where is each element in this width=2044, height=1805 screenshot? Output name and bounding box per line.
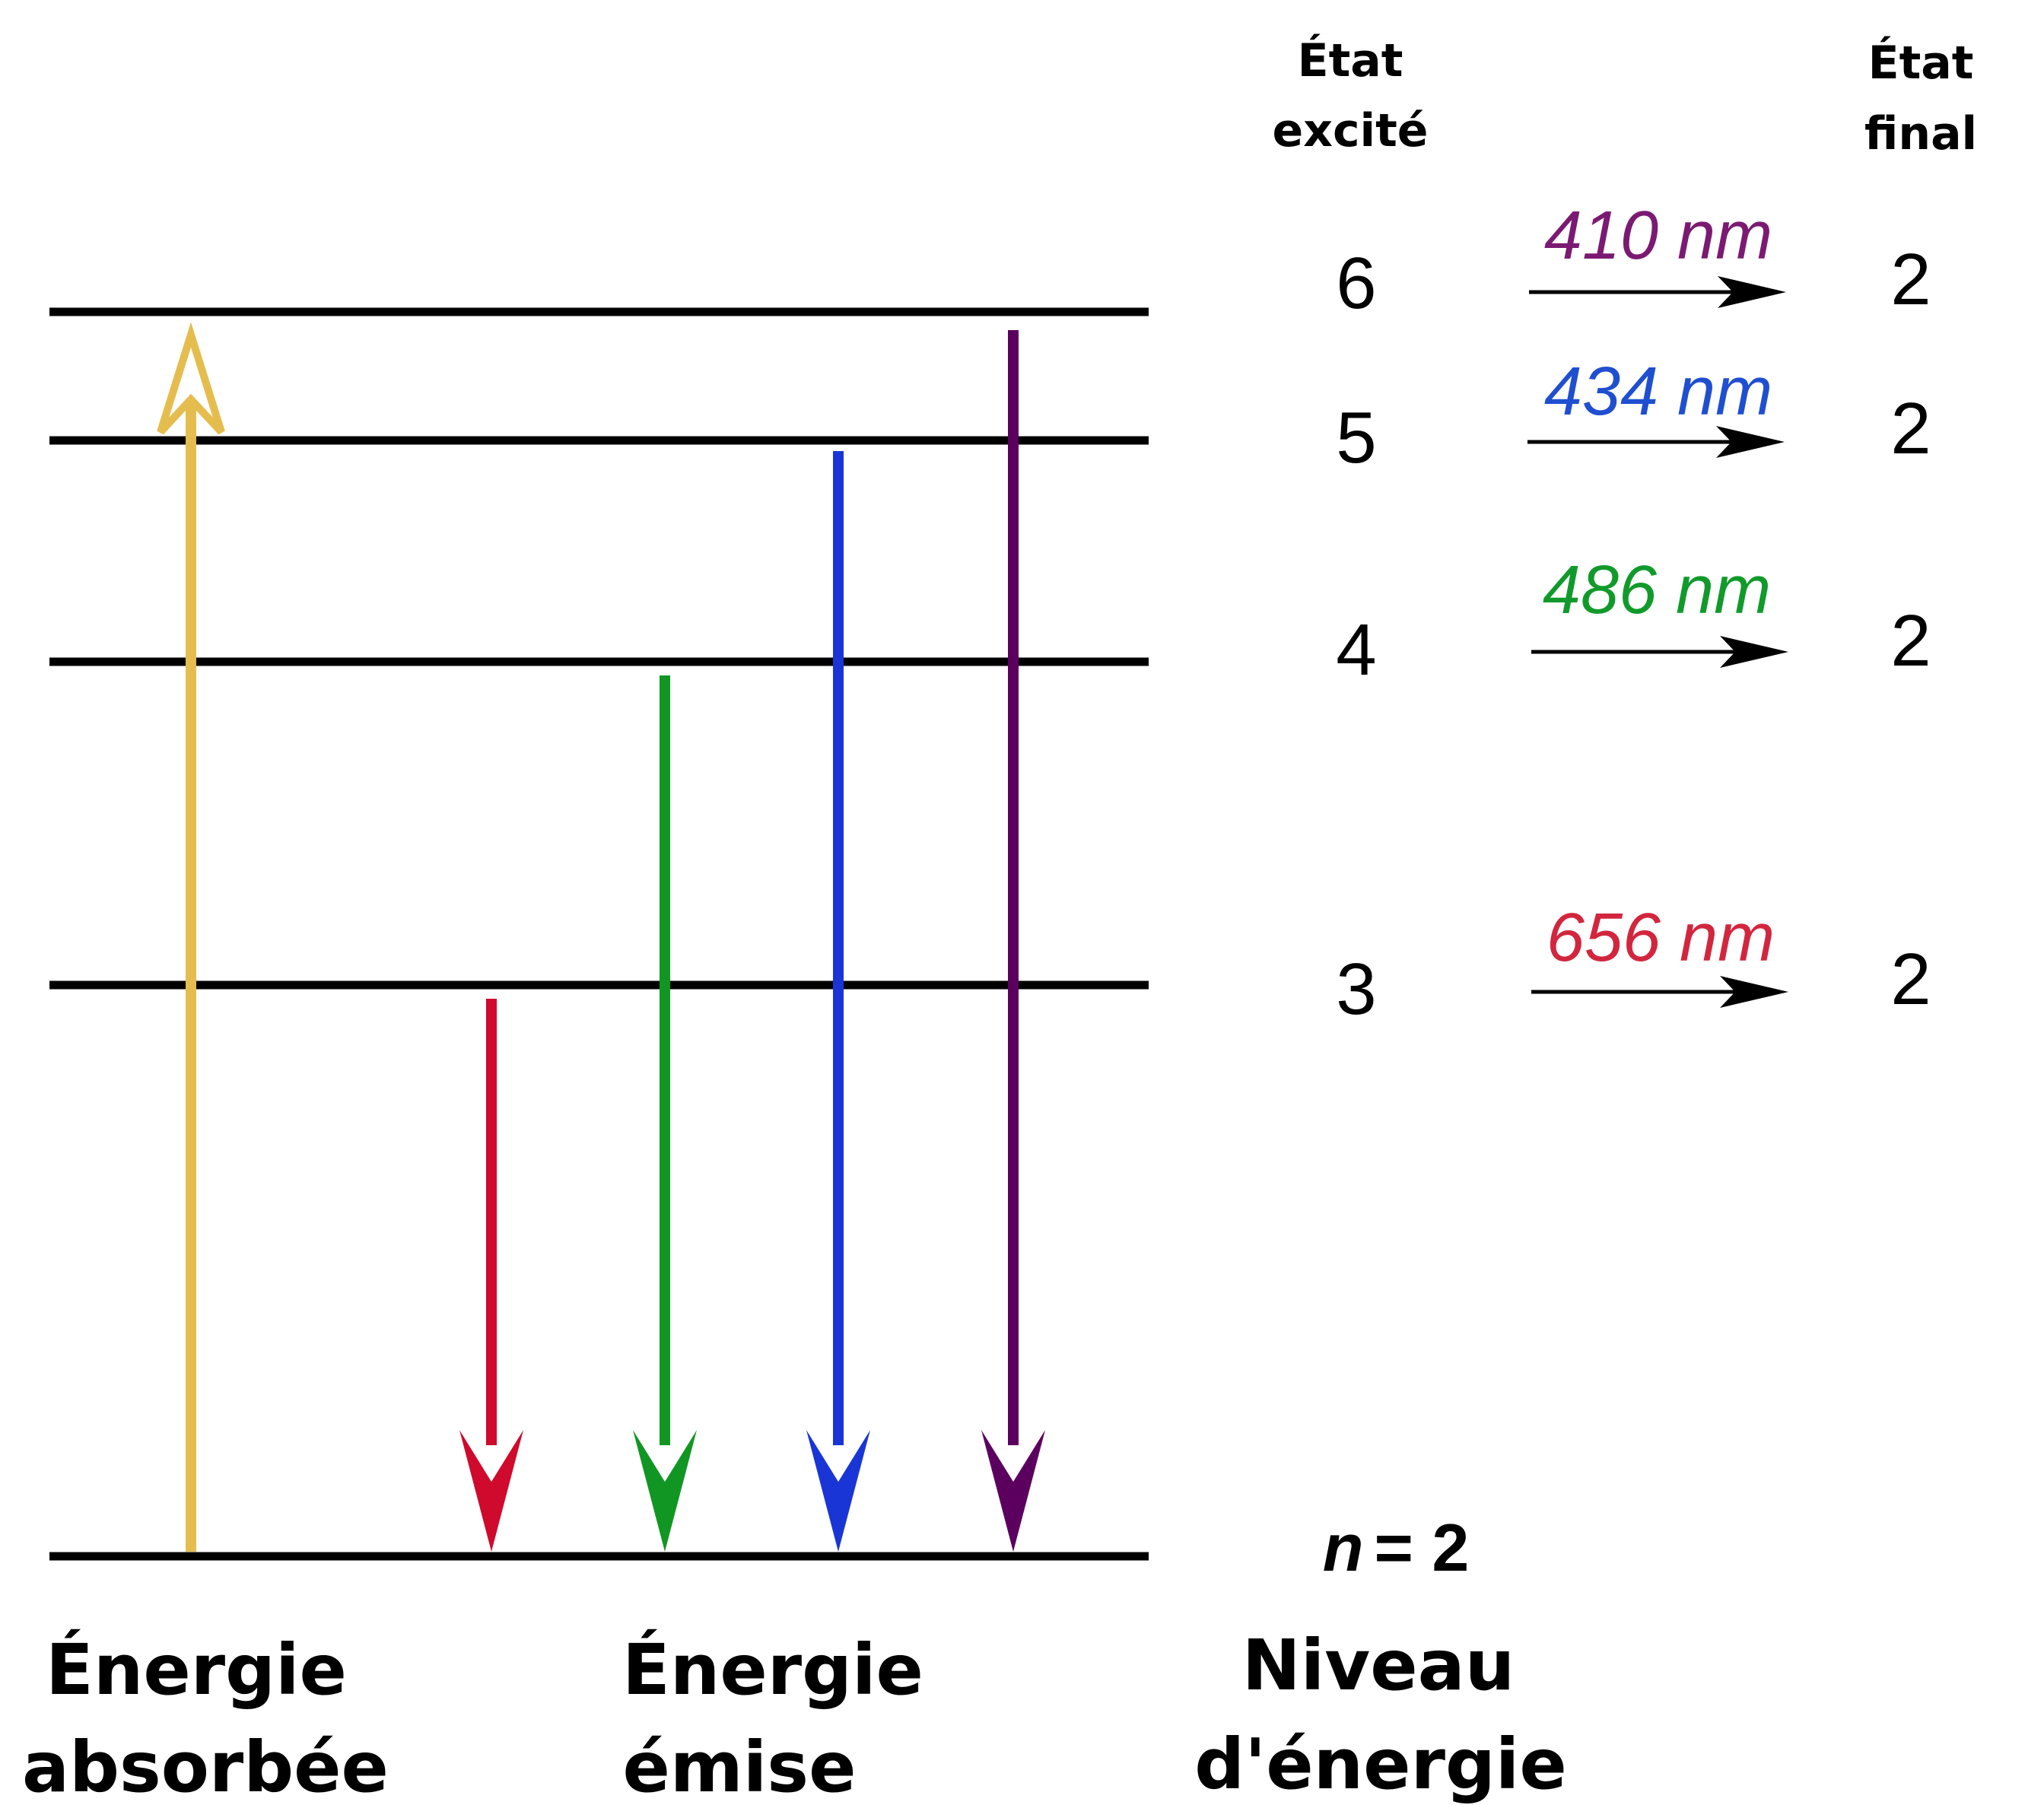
energy-levels — [49, 307, 1149, 1561]
emission-arrow-blue — [806, 451, 870, 1552]
transition-row-3: 3 656 nm 2 — [1336, 900, 1931, 1030]
excited-state-header-line2: excité — [1273, 104, 1429, 157]
energy-level-label-line1: Niveau — [1242, 1625, 1515, 1706]
excited-state-value: 5 — [1336, 397, 1376, 478]
final-state-value: 2 — [1890, 939, 1931, 1020]
absorbed-energy-label-line1: Énergie — [46, 1629, 347, 1711]
excited-state-value: 6 — [1336, 243, 1376, 324]
n-symbol: n — [1323, 1510, 1364, 1585]
transition-arrow-head — [1720, 636, 1788, 668]
wavelength-label: 486 nm — [1543, 552, 1771, 628]
energy-level-label-line2: d'énergie — [1194, 1724, 1566, 1805]
final-state-header-line1: État — [1868, 35, 1974, 90]
emission-arrow-red — [459, 999, 523, 1552]
final-state-value: 2 — [1890, 388, 1931, 469]
excited-state-value: 4 — [1336, 609, 1376, 691]
base-level-label: n = 2 — [1323, 1510, 1470, 1585]
emitted-energy-label-line2: émise — [623, 1727, 857, 1805]
emission-arrow-purple — [981, 330, 1045, 1552]
transition-row-4: 4 486 nm 2 — [1336, 552, 1931, 691]
emitted-energy-label-line1: Énergie — [622, 1629, 923, 1711]
final-state-value: 2 — [1890, 239, 1931, 320]
wavelength-label: 656 nm — [1547, 900, 1775, 976]
excited-state-value: 3 — [1336, 949, 1376, 1030]
wavelength-label: 410 nm — [1544, 198, 1772, 274]
wavelength-label: 434 nm — [1544, 354, 1772, 430]
absorbed-energy-arrow — [157, 322, 225, 1552]
transition-arrow-head — [1716, 426, 1785, 458]
final-state-header-line2: final — [1864, 107, 1977, 160]
transition-row-5: 5 434 nm 2 — [1336, 354, 1931, 478]
transition-arrow-head — [1720, 976, 1788, 1008]
transition-arrow-head — [1718, 276, 1786, 308]
final-state-value: 2 — [1890, 600, 1931, 682]
transition-row-6: 6 410 nm 2 — [1336, 198, 1931, 324]
emission-arrow-green — [633, 675, 697, 1552]
bottom-labels: Énergie absorbée Énergie émise Niveau d'… — [22, 1625, 1567, 1805]
n-equals-value: = 2 — [1374, 1510, 1469, 1585]
absorbed-energy-label-line2: absorbée — [22, 1727, 389, 1805]
excited-state-header-line1: État — [1298, 33, 1403, 87]
column-headers: État excité État final — [1273, 33, 1978, 160]
